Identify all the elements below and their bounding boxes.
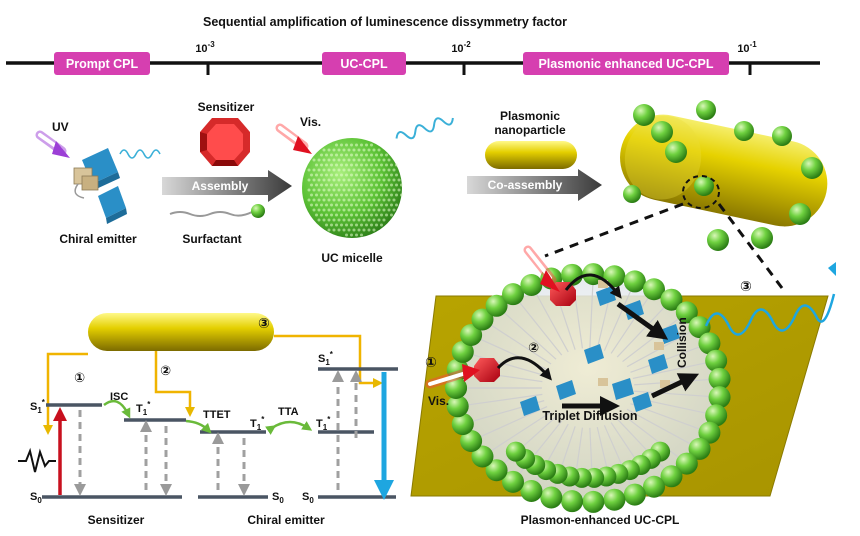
stage-prompt-cpl: Prompt CPL <box>54 52 150 75</box>
vis-arrow-micelle-top <box>523 245 560 292</box>
vis-arrow-micelle-left <box>425 364 480 389</box>
micelle-vis-label: Vis. <box>428 394 449 408</box>
stage-uc-cpl: UC-CPL <box>322 52 406 75</box>
tick-1-exp: -3 <box>208 40 216 49</box>
uv-arrow <box>35 130 70 158</box>
coupling-arrow-1 <box>43 352 88 435</box>
energy-nanorod-icon <box>88 313 274 351</box>
uc-micelle-label: UC micelle <box>321 251 383 265</box>
assembly-label: Assembly <box>192 179 249 193</box>
surfactant-icon <box>169 204 265 218</box>
helix-arrowhead <box>828 262 836 276</box>
energy-transfer-arrow-left <box>496 356 552 381</box>
assembly-arrow: Assembly <box>162 170 292 202</box>
tick-1-base: 10 <box>195 43 207 55</box>
tick-2-exp: -2 <box>464 40 472 49</box>
coassembly-label: Co-assembly <box>488 178 563 192</box>
isc-arrow <box>103 399 131 419</box>
tick-2-base: 10 <box>451 43 463 55</box>
stage-prompt-cpl-label: Prompt CPL <box>66 57 139 71</box>
diffusion-arrow-1 <box>616 301 669 340</box>
excitation-zigzag <box>18 447 56 473</box>
isc-label: ISC <box>110 391 128 403</box>
chiral-emitter-icon <box>73 148 127 224</box>
uv-label: UV <box>52 120 69 134</box>
svg-text:10-1: 10-1 <box>737 40 757 55</box>
emit-s0-text: S0 <box>272 491 284 505</box>
ttet-label: TTET <box>203 409 231 421</box>
micelle-marker-2: ② <box>528 340 539 355</box>
micelle-marker-1: ① <box>425 354 437 370</box>
energy-marker-1: ① <box>74 370 85 385</box>
emit2-t1-text: T1* <box>316 415 331 432</box>
energy-marker-3: ③ <box>258 315 270 331</box>
uc-micelle-icon <box>302 138 403 238</box>
zoom-line-left <box>544 202 684 258</box>
vis-label-top: Vis. <box>300 115 321 129</box>
plasmonic-label-2: nanoparticle <box>494 123 566 137</box>
vis-arrow-top <box>275 123 312 154</box>
collision-label: Collision <box>675 317 689 368</box>
stage-plasmonic: Plasmonic enhanced UC-CPL <box>523 52 729 75</box>
plasmon-caption: Plasmon-enhanced UC-CPL <box>521 513 680 527</box>
emit2-s1-text: S1* <box>318 350 334 367</box>
svg-text:10-2: 10-2 <box>451 40 471 55</box>
uc-cpl-helix <box>395 117 454 140</box>
plasmon-cpl-helix <box>704 293 836 336</box>
emit2-s0-text: S0 <box>302 491 314 505</box>
sensitizer-label: Sensitizer <box>198 100 255 114</box>
surfactant-tails <box>456 274 720 502</box>
energy-transfer-arrow-top <box>564 273 622 299</box>
tta-label: TTA <box>278 406 299 418</box>
sens-t1-text: T1* <box>136 400 151 417</box>
tick-3-base: 10 <box>737 43 749 55</box>
plasmonic-nanorod-icon <box>485 141 577 169</box>
chiral-emitter-caption: Chiral emitter <box>247 513 325 527</box>
figure-title: Sequential amplification of luminescence… <box>203 15 567 29</box>
coupling-arrow-3 <box>274 334 383 388</box>
coassembly-arrow: Co-assembly <box>467 169 602 201</box>
micelle-marker-3: ③ <box>740 278 752 294</box>
svg-text:10-3: 10-3 <box>195 40 215 55</box>
energy-marker-2: ② <box>160 363 171 378</box>
sens-s1-text: S1* <box>30 398 46 415</box>
surfactant-label: Surfactant <box>182 232 241 246</box>
sens-s0-text: S0 <box>30 491 42 505</box>
coupling-arrow-2 <box>154 351 195 417</box>
tick-3-exp: -1 <box>750 40 758 49</box>
tick-1: 10-3 <box>195 40 215 75</box>
tick-3: 10-1 <box>737 40 757 75</box>
sensitizer-icon <box>200 118 250 166</box>
chiral-emitter-label: Chiral emitter <box>59 232 137 246</box>
tta-arrow <box>265 420 313 435</box>
zoom-line-right <box>717 203 784 289</box>
stage-plasmonic-label: Plasmonic enhanced UC-CPL <box>538 57 713 71</box>
tick-2: 10-2 <box>451 40 471 75</box>
micelle-shell <box>445 263 731 513</box>
sensitizer-caption: Sensitizer <box>88 513 145 527</box>
emit-t1-text: T1* <box>250 415 265 432</box>
prompt-cpl-helix <box>119 149 161 159</box>
plasmonic-label-1: Plasmonic <box>500 109 560 123</box>
stage-uc-cpl-label: UC-CPL <box>340 57 388 71</box>
diffusion-arrow-3 <box>650 373 700 399</box>
triplet-diffusion-label: Triplet Diffusion <box>542 409 637 423</box>
nanorod-with-micelles <box>620 100 828 251</box>
ttet-arrow <box>185 419 212 434</box>
